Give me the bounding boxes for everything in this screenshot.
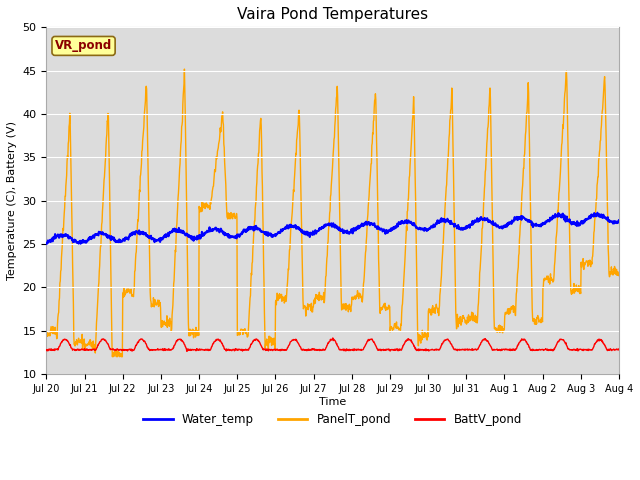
Legend: Water_temp, PanelT_pond, BattV_pond: Water_temp, PanelT_pond, BattV_pond xyxy=(138,408,527,431)
Title: Vaira Pond Temperatures: Vaira Pond Temperatures xyxy=(237,7,428,22)
Y-axis label: Temperature (C), Battery (V): Temperature (C), Battery (V) xyxy=(7,121,17,280)
X-axis label: Time: Time xyxy=(319,396,346,407)
Text: VR_pond: VR_pond xyxy=(55,39,112,52)
